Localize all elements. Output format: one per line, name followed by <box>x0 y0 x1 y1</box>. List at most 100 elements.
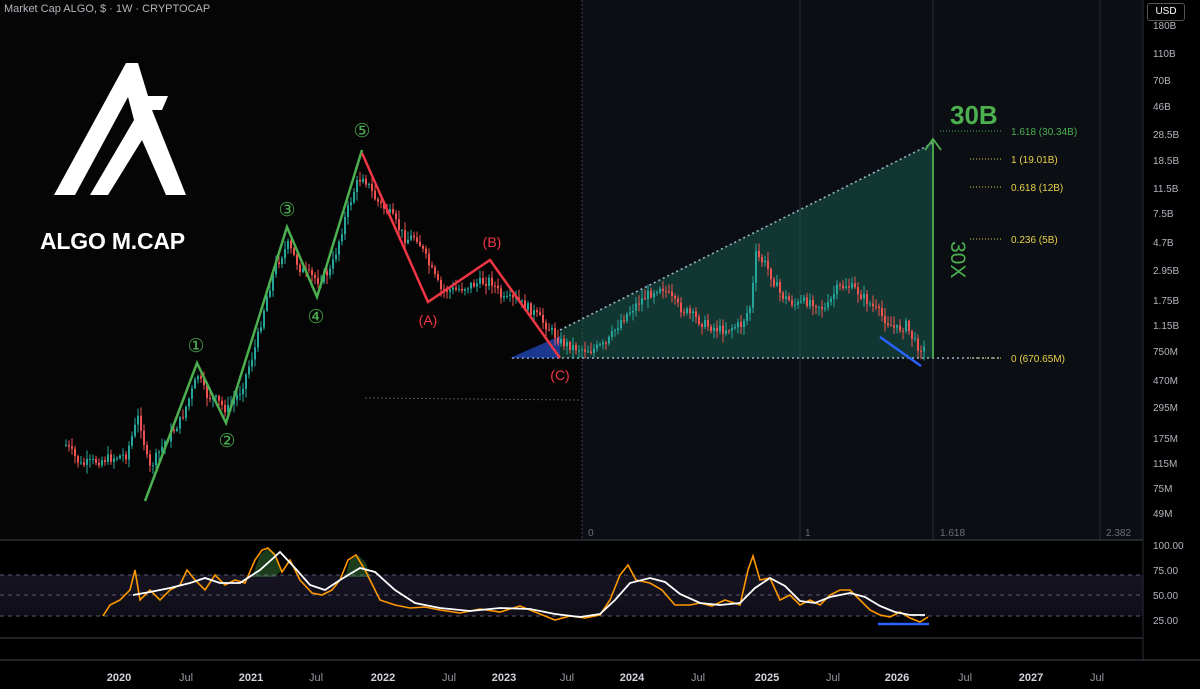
triangle-zone <box>560 143 933 358</box>
candle-body <box>896 325 898 328</box>
candle-body <box>350 202 352 206</box>
candle-body <box>329 268 331 276</box>
candle-body <box>719 325 721 332</box>
candle-body <box>428 253 430 266</box>
correction-wave-label: (B) <box>483 234 502 250</box>
candle-body <box>674 296 676 299</box>
candle-body <box>458 288 460 290</box>
candle-body <box>809 300 811 306</box>
price-tick-label: 115M <box>1153 459 1177 470</box>
candle-body <box>500 288 502 298</box>
candle-body <box>578 350 580 352</box>
candle-body <box>914 338 916 340</box>
candle-body <box>197 376 199 380</box>
price-tick-label: 75M <box>1153 484 1172 495</box>
candle-body <box>248 366 250 375</box>
candle-body <box>542 314 544 323</box>
candle-body <box>419 241 421 247</box>
candle-body <box>116 458 118 460</box>
candle-body <box>866 294 868 305</box>
candle-body <box>764 260 766 263</box>
candles <box>65 171 925 475</box>
candle-body <box>431 265 433 268</box>
candle-body <box>683 312 685 314</box>
candle-body <box>134 424 136 437</box>
candle-body <box>614 330 616 332</box>
fib-time-label: 0 <box>588 528 594 539</box>
candle-body <box>284 249 286 259</box>
candle-body <box>161 446 163 452</box>
candle-body <box>839 284 841 286</box>
candle-body <box>308 269 310 271</box>
candle-body <box>701 324 703 328</box>
candle-body <box>449 289 451 292</box>
candle-body <box>263 310 265 328</box>
candle-body <box>608 336 610 344</box>
divergence-line <box>879 335 922 368</box>
candle-body <box>398 219 400 231</box>
candle-body <box>413 235 415 238</box>
candle-body <box>278 262 280 265</box>
time-tick-label: Jul <box>1090 672 1104 684</box>
candle-body <box>647 290 649 300</box>
time-tick-label: 2022 <box>371 672 395 684</box>
candle-body <box>149 454 151 466</box>
candle-body <box>890 325 892 327</box>
candle-body <box>155 452 157 466</box>
candle-body <box>644 298 646 300</box>
candle-body <box>359 179 361 182</box>
candle-body <box>371 183 373 191</box>
candle-body <box>344 217 346 235</box>
price-tick-label: 2.95B <box>1153 266 1179 277</box>
candle-body <box>653 293 655 298</box>
candle-body <box>227 404 229 413</box>
impulse-wave-label: ⑤ <box>353 120 370 142</box>
candle-body <box>659 288 661 293</box>
impulse-wave-label: ③ <box>278 199 295 221</box>
candle-body <box>392 209 394 214</box>
candle-body <box>476 283 478 287</box>
candle-body <box>767 260 769 269</box>
candle-body <box>395 213 397 220</box>
price-tick-label: 750M <box>1153 347 1178 358</box>
candle-body <box>602 342 604 345</box>
price-tick-label: 11.5B <box>1153 184 1179 195</box>
time-tick-label: 2026 <box>885 672 909 684</box>
candle-body <box>833 294 835 299</box>
price-tick-label: 470M <box>1153 376 1178 387</box>
candle-body <box>920 350 922 352</box>
candle-body <box>362 178 364 182</box>
candle-body <box>122 454 124 456</box>
price-tick-label: 28.5B <box>1153 130 1179 141</box>
candle-body <box>698 316 700 325</box>
correction-wave-line <box>360 152 562 359</box>
candle-body <box>596 344 598 349</box>
candle-body <box>671 291 673 297</box>
candle-body <box>410 235 412 240</box>
candle-body <box>641 298 643 305</box>
candle-body <box>281 258 283 265</box>
candle-body <box>707 320 709 327</box>
candle-body <box>407 239 409 244</box>
candle-body <box>533 310 535 315</box>
candle-body <box>842 285 844 289</box>
time-tick-label: Jul <box>826 672 840 684</box>
candle-body <box>200 376 202 379</box>
candle-body <box>293 248 295 255</box>
candle-body <box>221 400 223 405</box>
candle-body <box>551 328 553 331</box>
price-tick-label: 110B <box>1153 49 1176 60</box>
candle-body <box>692 311 694 314</box>
candle-body <box>521 300 523 302</box>
candle-body <box>290 240 292 249</box>
candle-body <box>455 287 457 290</box>
time-tick-label: 2023 <box>492 672 516 684</box>
candle-body <box>215 395 217 398</box>
candle-body <box>599 344 601 346</box>
candle-body <box>620 320 622 329</box>
candle-body <box>884 315 886 324</box>
candle-body <box>158 451 160 453</box>
candle-body <box>185 406 187 419</box>
currency-button[interactable]: USD <box>1147 3 1185 21</box>
